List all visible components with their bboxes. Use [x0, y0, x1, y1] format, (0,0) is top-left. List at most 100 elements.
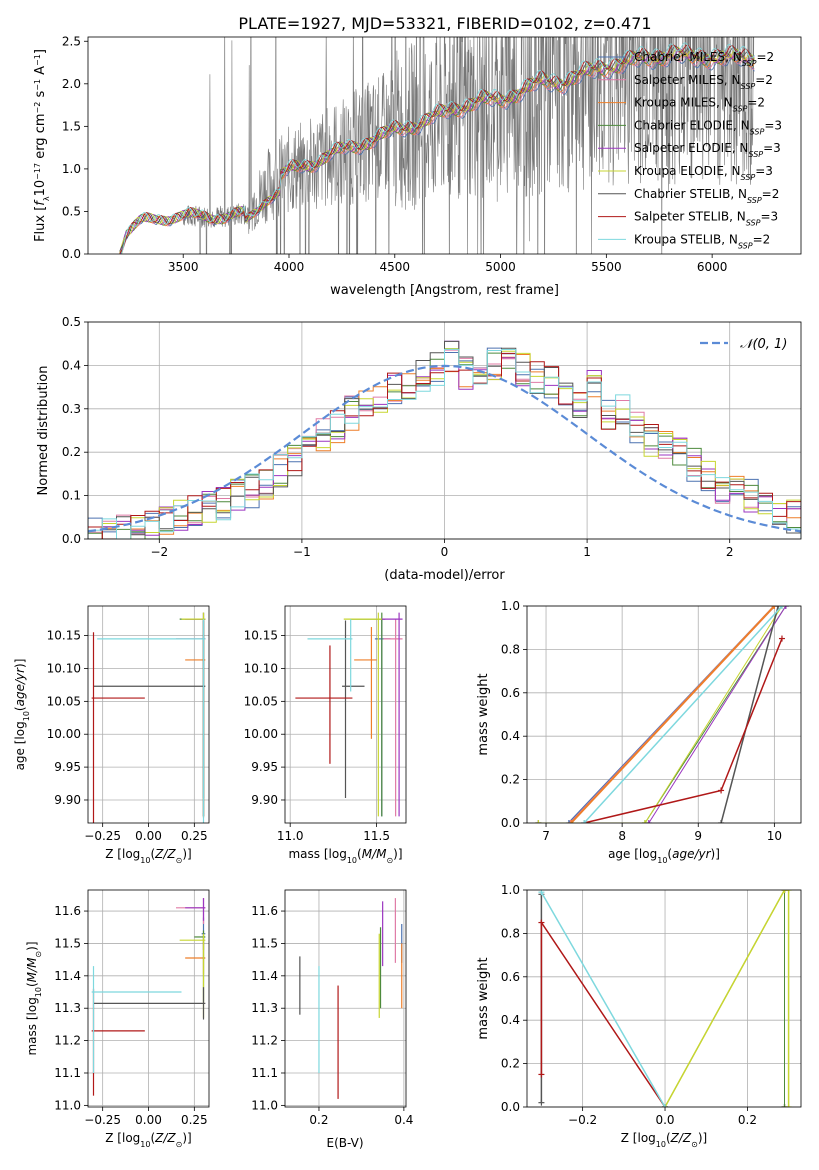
- figure-title: PLATE=1927, MJD=53321, FIBERID=0102, z=0…: [238, 14, 651, 33]
- x-tick-label: 0.00: [135, 1113, 162, 1127]
- y-tick-label: 0.6: [501, 686, 520, 700]
- y-tick-label: 1.5: [62, 119, 81, 133]
- x-tick-label: −0.25: [84, 829, 121, 843]
- mass_vs_EBV-panel: 0.2 0.4 11.0 11.1 11.2 11.3 11.4 11.5 11.6 E(B-V): [251, 889, 413, 1150]
- x-tick-label: 0: [441, 545, 449, 559]
- model-spectrum-line: [120, 42, 755, 254]
- y-tick-label: 0.5: [62, 204, 81, 218]
- y-tick-label: 9.90: [54, 793, 81, 807]
- x-tick-label: 0.25: [181, 829, 208, 843]
- histogram-step: [88, 348, 801, 539]
- x-tick-label: −1: [293, 545, 311, 559]
- y-tick-label: 0.0: [501, 816, 520, 830]
- y-tick-label: 9.95: [251, 760, 278, 774]
- weight-line: [583, 606, 783, 823]
- legend-label: Chabrier ELODIE, NSSP=3: [634, 118, 782, 136]
- plot-area: [527, 890, 801, 1107]
- y-tick-label: 10.00: [47, 727, 81, 741]
- y-tick-label: 0.0: [501, 1100, 520, 1114]
- y-tick-label: 0.2: [62, 445, 81, 459]
- errorbars: [91, 898, 206, 1096]
- y-tick-label: 0.1: [62, 489, 81, 503]
- y-tick-label: 11.5: [251, 936, 278, 950]
- y-tick-label: 11.0: [251, 1098, 278, 1112]
- legend-label: Salpeter ELODIE, NSSP=3: [634, 141, 781, 159]
- x-tick-label: −0.25: [84, 1113, 121, 1127]
- y-tick-label: 1.0: [501, 883, 520, 897]
- legend-label: Kroupa MILES, NSSP=2: [634, 96, 765, 114]
- y-axis-label: Flux [fλ10−17 erg cm−2 s−1 A−1]: [33, 49, 51, 242]
- y-tick-label: 0.0: [62, 532, 81, 546]
- y-tick-label: 0.2: [501, 773, 520, 787]
- y-tick-label: 0.6: [501, 970, 520, 984]
- weight-line: [538, 606, 787, 823]
- y-tick-label: 0.4: [501, 1013, 520, 1027]
- x-tick-label: −2: [150, 545, 168, 559]
- legend-label: Salpeter STELIB, NSSP=3: [634, 210, 778, 228]
- y-tick-label: 11.4: [54, 969, 81, 983]
- weight-line: [570, 606, 776, 823]
- x-axis-label: Z [log10(Z/Z⊙)]: [105, 1131, 191, 1149]
- y-tick-label: 0.5: [62, 315, 81, 329]
- x-tick-label: 11.0: [277, 829, 304, 843]
- x-tick-label: 10: [767, 829, 782, 843]
- y-tick-label: 11.5: [54, 936, 81, 950]
- observed-spectrum-line: [182, 37, 755, 254]
- axes-frame: [526, 605, 802, 824]
- y-axis-label: mass weight: [476, 673, 491, 755]
- y-axis-label: mass weight: [476, 957, 491, 1039]
- y-tick-label: 11.3: [251, 1001, 278, 1015]
- legend-label: Salpeter MILES, NSSP=2: [634, 73, 773, 91]
- y-axis-label: Normed distribution: [36, 366, 51, 496]
- spectrum-lines: [119, 37, 755, 254]
- axes-frame: [284, 889, 407, 1108]
- errorbars: [295, 612, 403, 817]
- x-axis-label: (data-model)/error: [384, 568, 505, 583]
- x-tick-label: 0.4: [394, 1113, 413, 1127]
- weight-line: [720, 606, 779, 823]
- axes-frame: [284, 605, 407, 824]
- legend-label: Kroupa ELODIE, NSSP=3: [634, 164, 773, 182]
- model-spectrum-line: [120, 49, 755, 254]
- y-tick-label: 11.6: [54, 904, 81, 918]
- y-tick-label: 1.0: [501, 599, 520, 613]
- y-tick-label: 11.1: [54, 1066, 81, 1080]
- y-tick-label: 10.15: [47, 629, 81, 643]
- x-tick-label: 4500: [380, 260, 411, 274]
- x-tick-label: 8: [618, 829, 626, 843]
- y-tick-label: 0.0: [62, 247, 81, 261]
- y-tick-label: 9.90: [251, 793, 278, 807]
- x-tick-label: 4000: [274, 260, 305, 274]
- x-tick-label: 1: [583, 545, 591, 559]
- y-tick-label: 9.95: [54, 760, 81, 774]
- age_vs_mass-panel: 11.0 11.5 9.90 9.95 10.00 10.05 10.10 10.15 mass…: [244, 605, 407, 865]
- y-tick-label: 2.0: [62, 77, 81, 91]
- legend-label: Chabrier MILES, NSSP=2: [634, 50, 774, 68]
- x-tick-label: 0.2: [309, 1113, 328, 1127]
- errorbars: [299, 898, 403, 1099]
- x-axis-label: Z [log10(Z/Z⊙)]: [621, 1131, 707, 1149]
- y-tick-label: 0.3: [62, 402, 81, 416]
- x-tick-label: 6000: [697, 260, 728, 274]
- model-spectrum-line: [119, 45, 755, 252]
- gaussian-curve: [88, 364, 801, 533]
- legend-label: Kroupa STELIB, NSSP=2: [634, 232, 770, 250]
- y-tick-label: 10.05: [47, 694, 81, 708]
- y-axis-label: age [log10(age/yr)]: [13, 659, 31, 771]
- y-tick-label: 2.5: [62, 34, 81, 48]
- y-tick-label: 0.8: [501, 642, 520, 656]
- axes-frame: [526, 889, 802, 1108]
- y-tick-label: 10.05: [244, 694, 278, 708]
- y-tick-label: 0.4: [62, 358, 81, 372]
- weight-line: [664, 890, 790, 1107]
- spectrum-panel: 3500 4000 4500 5000 5500 6000 0.0 0.5 1.0 1.5 2.0 2…: [33, 34, 802, 298]
- x-axis-label: age [log10(age/yr)]: [608, 847, 720, 865]
- y-tick-label: 11.3: [54, 1001, 81, 1015]
- x-tick-label: 3500: [168, 260, 199, 274]
- y-tick-label: 11.2: [54, 1034, 81, 1048]
- age_vs_Z-panel: −0.25 0.00 0.25 9.90 9.95 10.00 10.05 10.10 10.1…: [13, 605, 210, 865]
- y-tick-label: 1.0: [62, 162, 81, 176]
- legend-label: 𝒩(0, 1): [740, 337, 787, 352]
- y-tick-label: 11.0: [54, 1098, 81, 1112]
